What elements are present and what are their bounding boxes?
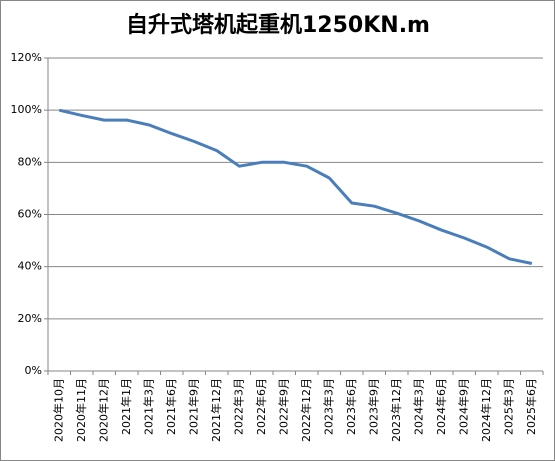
y-tick-label: 60% <box>18 208 42 221</box>
data-line <box>58 108 533 265</box>
x-tick-label: 2021年6月 <box>164 378 178 435</box>
x-tick-label: 2021年12月 <box>209 378 223 442</box>
x-tick-label: 2025年6月 <box>524 378 538 435</box>
x-tick-label: 2022年3月 <box>231 378 245 435</box>
x-tick-label: 2021年3月 <box>141 378 155 435</box>
x-tick-label: 2023年3月 <box>321 378 335 435</box>
x-tick-label: 2023年9月 <box>366 378 380 435</box>
chart-title: 自升式塔机起重机1250KN.m <box>126 12 430 38</box>
x-tick-label: 2023年12月 <box>389 378 403 442</box>
x-tick-label: 2025年3月 <box>501 378 515 435</box>
y-tick-label: 0% <box>25 364 42 377</box>
x-tick-label: 2020年10月 <box>51 378 65 442</box>
x-tick-label: 2020年12月 <box>96 378 110 442</box>
x-tick-label: 2021年1月 <box>119 378 133 435</box>
y-tick-label: 40% <box>18 260 42 273</box>
x-tick-label: 2024年3月 <box>411 378 425 435</box>
y-tick-label: 100% <box>11 103 42 116</box>
x-tick-label: 2024年12月 <box>479 378 493 442</box>
x-tick-label: 2024年9月 <box>456 378 470 435</box>
y-tick-label: 80% <box>18 155 42 168</box>
x-tick-label: 2022年9月 <box>276 378 290 435</box>
x-tick-label: 2021年9月 <box>186 378 200 435</box>
x-tick-label: 2020年11月 <box>74 378 88 442</box>
x-tick-label: 2024年6月 <box>434 378 448 435</box>
x-tick-label: 2022年12月 <box>299 378 313 442</box>
x-tick-label: 2023年6月 <box>344 378 358 435</box>
y-tick-label: 120% <box>11 51 42 64</box>
y-tick-label: 20% <box>18 312 42 325</box>
x-tick-label: 2022年6月 <box>254 378 268 435</box>
